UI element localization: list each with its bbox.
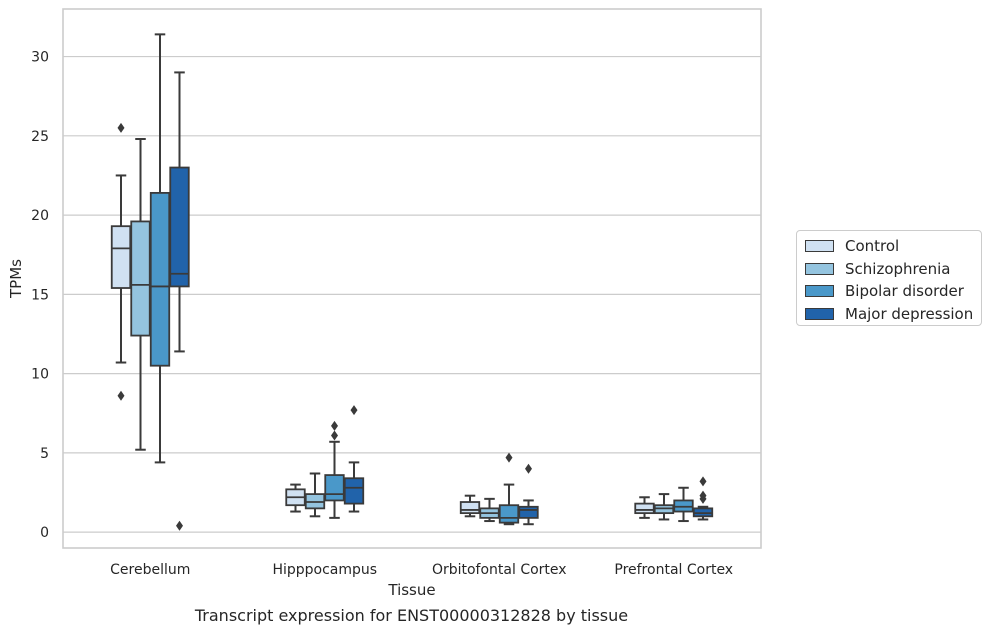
legend-item: Major depression [805, 303, 981, 326]
y-tick-label: 30 [31, 50, 49, 66]
x-tick-label: Prefrontal Cortex [614, 562, 733, 578]
iqr-box [459, 501, 481, 515]
legend-swatch [805, 240, 834, 253]
legend-item: Schizophrenia [805, 258, 981, 281]
x-axis-title: Tissue [387, 581, 435, 599]
y-axis-title: TPMs [7, 259, 25, 299]
legend-label: Control [845, 237, 900, 256]
iqr-box [110, 225, 132, 289]
iqr-box [498, 504, 520, 524]
x-tick-label: Orbitofontal Cortex [432, 562, 567, 578]
y-tick-label: 25 [31, 129, 49, 145]
iqr-box [324, 474, 345, 502]
plot-area [110, 33, 714, 531]
y-axis-ticks: 0 5 10 15 20 25 30 [31, 50, 49, 542]
legend-swatch [805, 262, 834, 275]
iqr-box [130, 220, 151, 337]
legend-label: Bipolar disorder [845, 282, 964, 301]
y-tick-label: 5 [40, 446, 49, 462]
outlier-point [117, 390, 125, 401]
y-tick-label: 20 [31, 208, 49, 224]
legend-label: Schizophrenia [845, 259, 951, 278]
legend-item: Bipolar disorder [805, 280, 981, 303]
legend-item: Control [805, 235, 981, 258]
box-major-depression [518, 463, 539, 526]
x-tick-label: Cerebellum [110, 562, 190, 578]
box-major-depression [692, 476, 714, 521]
x-tick-label: Hipppocampus [272, 562, 377, 578]
box-control [634, 496, 655, 519]
chart-title: Transcript expression for ENST0000031282… [194, 606, 629, 625]
outlier-point [117, 122, 125, 133]
legend-swatch [805, 307, 834, 320]
legend: Control Schizophrenia Bipolar disorder Majo… [796, 230, 982, 326]
box-bipolar-disorder [498, 452, 520, 526]
outlier-point [525, 463, 532, 474]
box-major-depression [169, 71, 190, 531]
iqr-box [634, 502, 655, 515]
iqr-box [169, 166, 190, 288]
outlier-point [699, 493, 707, 504]
box-control [285, 483, 306, 513]
box-major-depression [343, 405, 365, 513]
y-tick-label: 10 [31, 367, 49, 383]
outlier-point [331, 430, 338, 441]
outlier-point [505, 452, 513, 463]
box-schizophrenia [479, 497, 500, 523]
legend-swatch [805, 285, 834, 298]
box-schizophrenia [304, 472, 326, 518]
box-bipolar-disorder [149, 33, 171, 464]
box-control [110, 122, 132, 401]
y-tick-label: 0 [40, 525, 49, 541]
box-schizophrenia [653, 493, 675, 521]
outlier-point [331, 420, 338, 431]
box-control [459, 494, 481, 518]
outlier-point [350, 405, 358, 416]
outlier-point [176, 520, 183, 531]
iqr-box [343, 477, 365, 505]
box-schizophrenia [130, 137, 151, 451]
plot-frame [62, 8, 762, 549]
legend-label: Major depression [845, 304, 974, 323]
box-bipolar-disorder [673, 486, 694, 523]
x-axis-ticks: Cerebellum Hipppocampus Orbitofontal Corte… [110, 562, 733, 578]
box-bipolar-disorder [324, 420, 345, 519]
iqr-box [518, 505, 539, 519]
iqr-box [149, 191, 171, 367]
y-tick-label: 15 [31, 287, 49, 303]
outlier-point [699, 476, 707, 487]
